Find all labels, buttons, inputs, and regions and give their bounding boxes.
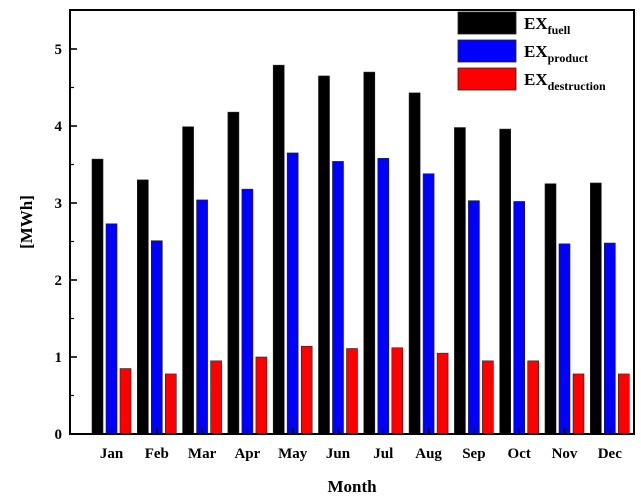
legend-label-exdestruction: EXdestruction — [524, 70, 606, 93]
x-tick-label-dec: Dec — [598, 446, 622, 462]
legend-swatch-exdestruction — [457, 67, 517, 91]
bar-exproduct-mar — [196, 199, 208, 435]
bars-layer — [91, 64, 630, 435]
bar-exfuell-sep — [454, 127, 466, 435]
bar-exdestruction-aug — [436, 352, 449, 435]
x-tick-label-oct: Oct — [508, 446, 531, 462]
bar-exfuell-oct — [499, 128, 512, 435]
y-tick-label: 5 — [55, 42, 63, 58]
x-tick-label-jan: Jan — [100, 446, 124, 462]
bar-exdestruction-oct — [527, 360, 540, 435]
x-tick-label-aug: Aug — [415, 446, 442, 462]
bar-exdestruction-feb — [165, 373, 177, 435]
y-tick-label: 0 — [55, 427, 63, 443]
x-axis: Jan Feb Mar Apr May Jun Jul Aug Sep Oct Nov Dec — [100, 428, 622, 462]
x-tick-label-nov: Nov — [552, 446, 578, 462]
bar-exdestruction-jul — [391, 347, 404, 435]
x-tick-label-apr: Apr — [234, 446, 260, 462]
bar-exproduct-feb — [151, 240, 163, 435]
bar-exfuell-aug — [408, 92, 421, 435]
bar-exdestruction-mar — [210, 360, 222, 435]
bar-exproduct-aug — [422, 173, 435, 435]
bar-exproduct-oct — [513, 201, 526, 435]
bar-exdestruction-jun — [346, 348, 358, 435]
x-tick-label-jul: Jul — [373, 446, 393, 462]
y-axis: 0 1 2 3 4 5 — [55, 42, 77, 443]
x-tick-label-sep: Sep — [462, 446, 485, 462]
bar-exproduct-apr — [241, 188, 254, 435]
bar-exproduct-jun — [332, 161, 344, 435]
bar-exproduct-jul — [377, 158, 390, 435]
bar-exproduct-nov — [558, 243, 571, 435]
bar-exfuell-mar — [182, 126, 194, 435]
legend-label-exfuell: EXfuell — [524, 14, 571, 37]
bar-exproduct-jan — [105, 223, 118, 435]
legend-swatch-exproduct — [457, 39, 517, 63]
bar-exproduct-dec — [603, 242, 616, 435]
x-tick-label-jun: Jun — [326, 446, 351, 462]
x-tick-label-may: May — [278, 446, 308, 462]
legend-swatch-exfuell — [457, 11, 517, 35]
plot-frame — [69, 9, 635, 435]
bar-exdestruction-sep — [482, 360, 494, 435]
bar-exdestruction-dec — [617, 373, 630, 435]
y-tick-label: 4 — [55, 119, 63, 135]
x-tick-label-mar: Mar — [188, 446, 217, 462]
y-axis-title: [MWh] — [17, 195, 36, 249]
legend-label-exproduct: EXproduct — [524, 42, 588, 65]
bar-exproduct-sep — [468, 200, 480, 435]
bar-exdestruction-may — [300, 345, 313, 435]
bar-exdestruction-apr — [255, 356, 268, 435]
y-tick-label: 2 — [55, 273, 63, 289]
y-tick-label: 3 — [55, 196, 63, 212]
bar-exdestruction-jan — [119, 368, 132, 435]
bar-exfuell-jun — [318, 75, 330, 435]
bar-exfuell-dec — [589, 182, 602, 435]
bar-exfuell-jul — [363, 71, 376, 435]
bar-exfuell-apr — [227, 111, 240, 435]
x-tick-label-feb: Feb — [145, 446, 169, 462]
bar-exproduct-may — [286, 152, 299, 435]
bar-exdestruction-nov — [572, 373, 585, 435]
x-axis-title: Month — [327, 477, 377, 496]
bar-exfuell-jan — [91, 158, 104, 435]
legend: EXfuell EXproduct EXdestruction — [457, 11, 606, 93]
bar-exfuell-nov — [544, 183, 557, 435]
y-tick-label: 1 — [55, 350, 63, 366]
bar-exfuell-feb — [137, 179, 149, 435]
bar-exfuell-may — [272, 64, 285, 435]
